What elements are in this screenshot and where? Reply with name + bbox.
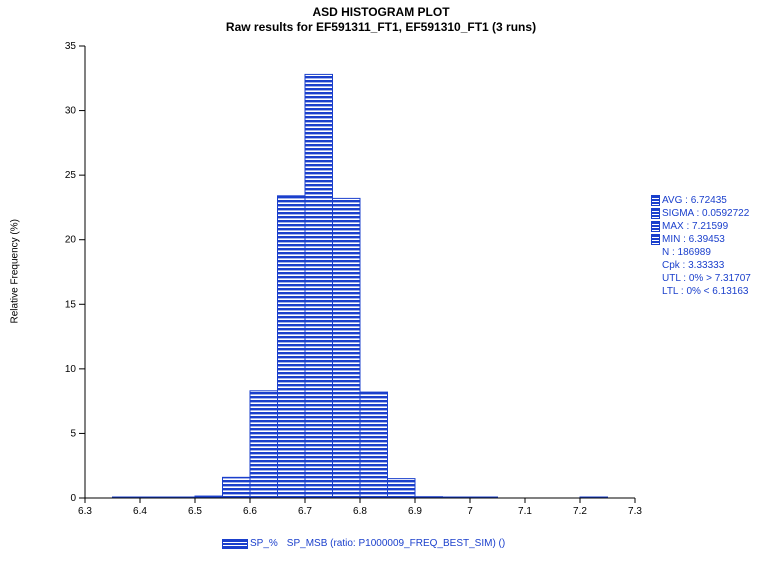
stat-row-2: MAX : 7.21599 <box>651 220 751 233</box>
stat-spacer <box>651 260 662 271</box>
stat-row-1: SIGMA : 0.0592722 <box>651 207 751 220</box>
x-tick-label-7: 7 <box>467 506 473 517</box>
stat-row-7: LTL : 0% < 6.13163 <box>651 285 751 298</box>
histogram-bar-7 <box>304 73 333 499</box>
stat-swatch <box>651 208 660 219</box>
stat-row-5: Cpk : 3.33333 <box>651 259 751 272</box>
stat-spacer <box>651 286 662 297</box>
x-tick-label-0: 6.3 <box>78 506 92 517</box>
x-tick-label-4: 6.7 <box>298 506 312 517</box>
stat-swatch <box>651 234 660 245</box>
y-tick-label-4: 20 <box>65 235 77 246</box>
stat-text: LTL : 0% < 6.13163 <box>662 286 749 297</box>
stat-text: Cpk : 3.33333 <box>662 260 725 271</box>
stat-spacer <box>651 273 662 284</box>
legend-description: SP_MSB (ratio: P1000009_FREQ_BEST_SIM) (… <box>286 538 506 549</box>
y-tick-label-0: 0 <box>70 493 76 504</box>
stat-spacer <box>651 247 662 258</box>
stat-text: SIGMA : 0.0592722 <box>662 208 750 219</box>
x-tick-label-6: 6.9 <box>408 506 422 517</box>
stat-text: AVG : 6.72435 <box>662 195 727 206</box>
legend-series-label: SP_% <box>250 538 278 549</box>
legend-swatch <box>222 538 248 549</box>
statistics-legend: AVG : 6.72435 SIGMA : 0.0592722 MAX : 7.21… <box>651 194 751 298</box>
histogram-bar-6 <box>277 195 306 499</box>
y-tick-label-6: 30 <box>65 106 77 117</box>
histogram-bar-8 <box>332 197 361 499</box>
stat-text: MAX : 7.21599 <box>662 221 729 232</box>
series-legend: SP_% SP_MSB (ratio: P1000009_FREQ_BEST_S… <box>222 538 505 549</box>
stat-row-0: AVG : 6.72435 <box>651 194 751 207</box>
y-tick-label-1: 5 <box>70 428 76 439</box>
histogram-bar-9 <box>359 391 388 499</box>
chart-subtitle: Raw results for EF591311_FT1, EF591310_F… <box>225 20 537 34</box>
stat-row-6: UTL : 0% > 7.31707 <box>651 272 751 285</box>
stat-text: MIN : 6.39453 <box>662 234 725 245</box>
x-tick-label-5: 6.8 <box>353 506 367 517</box>
stat-text: UTL : 0% > 7.31707 <box>662 273 751 284</box>
y-tick-label-3: 15 <box>65 299 77 310</box>
chart-axes: 6.3 6.4 6.5 6.6 6.7 6.8 6.9 7 7.1 7.2 7.3 0 5 10 15 20 2… <box>65 41 643 517</box>
y-tick-label-7: 35 <box>65 41 77 52</box>
x-tick-label-3: 6.6 <box>243 506 257 517</box>
x-tick-label-1: 6.4 <box>133 506 147 517</box>
stat-swatch <box>651 195 660 206</box>
stat-text: N : 186989 <box>662 247 711 258</box>
stat-row-3: MIN : 6.39453 <box>651 233 751 246</box>
stat-row-4: N : 186989 <box>651 246 751 259</box>
x-tick-label-2: 6.5 <box>188 506 202 517</box>
y-axis-label: Relative Frequency (%) <box>9 219 21 324</box>
x-tick-label-9: 7.2 <box>573 506 587 517</box>
histogram-bar-10 <box>387 478 416 499</box>
histogram-bar-5 <box>249 390 278 499</box>
x-tick-label-8: 7.1 <box>518 506 532 517</box>
x-tick-label-10: 7.3 <box>628 506 642 517</box>
y-tick-label-5: 25 <box>65 170 77 181</box>
histogram-bars <box>112 73 608 499</box>
histogram-bar-4 <box>222 476 251 499</box>
y-tick-label-2: 10 <box>65 364 77 375</box>
chart-title: ASD HISTOGRAM PLOT <box>312 5 450 19</box>
stat-swatch <box>651 221 660 232</box>
